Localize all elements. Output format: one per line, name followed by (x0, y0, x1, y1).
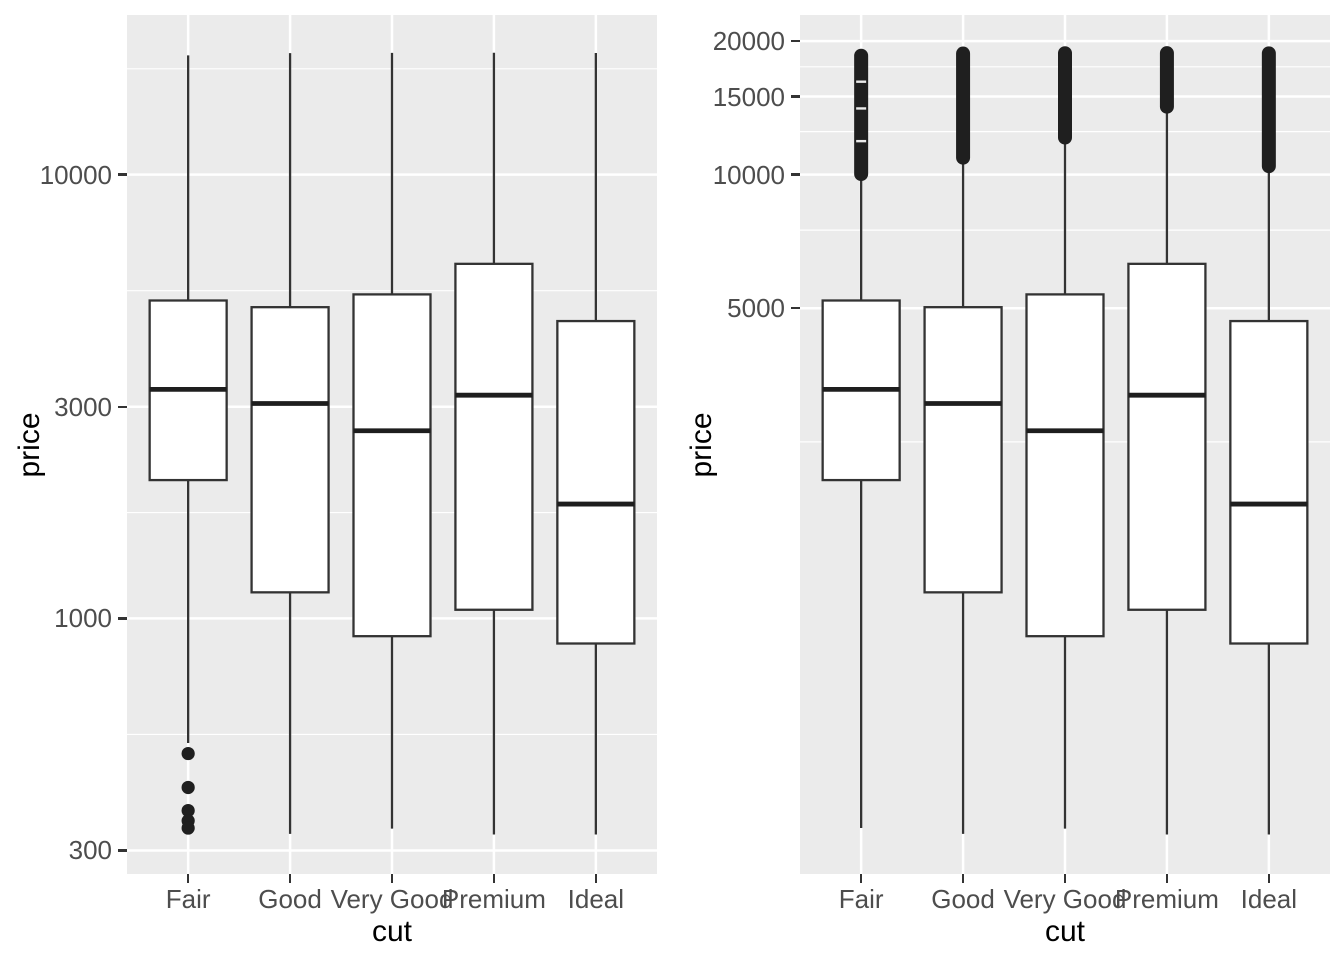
x-category-label-premium: Premium (1114, 884, 1219, 914)
outlier-cluster (1159, 46, 1174, 114)
plot-panel-right (800, 15, 1330, 874)
box (923, 306, 1003, 594)
x-category-label-premium: Premium (441, 884, 546, 914)
plot-panel-left (127, 15, 657, 874)
outlier-cluster-gap (856, 139, 867, 143)
x-tick-mark (390, 874, 394, 883)
y-tick-mark (791, 95, 800, 98)
x-category-label-very-good: Very Good (330, 884, 454, 914)
y-tick-label: 15000 (712, 81, 785, 112)
y-tick-mark (118, 173, 127, 176)
y-tick-mark (791, 173, 800, 176)
y-tick-mark (791, 39, 800, 43)
y-tick-label: 5000 (727, 293, 785, 324)
y-tick-label: 20000 (712, 26, 785, 57)
x-category-label-very-good: Very Good (1003, 884, 1127, 914)
x-axis-title: cut (371, 915, 413, 948)
x-tick-mark (492, 874, 496, 883)
x-tick-mark (859, 874, 863, 883)
outlier-point (181, 780, 195, 795)
box (352, 293, 432, 638)
x-category-label-ideal: Ideal (567, 884, 625, 914)
y-tick-mark (118, 405, 127, 408)
y-tick-label: 1000 (54, 603, 112, 634)
outlier-point (181, 746, 195, 761)
x-tick-mark (961, 874, 965, 883)
x-tick-mark (594, 874, 598, 883)
y-tick-mark (118, 849, 127, 852)
outlier-cluster-gap (856, 80, 867, 83)
box (1025, 293, 1105, 638)
x-tick-mark (1063, 874, 1067, 883)
x-axis-title: cut (1044, 915, 1086, 948)
x-category-label-good: Good (931, 884, 995, 914)
x-tick-mark (288, 874, 292, 883)
y-tick-label: 10000 (712, 159, 785, 190)
box (454, 262, 534, 611)
outlier-point (181, 803, 195, 818)
y-axis-title: price (685, 411, 718, 478)
outlier-cluster (1261, 46, 1276, 174)
x-category-label-fair: Fair (838, 884, 884, 914)
y-tick-label: 3000 (54, 391, 112, 422)
x-category-label-fair: Fair (165, 884, 211, 914)
outlier-point (181, 821, 195, 835)
y-tick-mark (791, 307, 800, 310)
x-tick-mark (186, 874, 190, 883)
outlier-cluster (854, 48, 869, 182)
box (556, 319, 636, 645)
box (1229, 319, 1309, 645)
box (250, 306, 330, 594)
outlier-cluster (1058, 46, 1072, 145)
y-tick-mark (118, 617, 127, 620)
outlier-cluster-gap (856, 107, 867, 110)
x-tick-mark (1165, 874, 1169, 883)
outlier-cluster (956, 46, 971, 165)
y-axis-title: price (13, 411, 46, 478)
x-category-label-ideal: Ideal (1240, 884, 1298, 914)
box (1127, 262, 1207, 611)
x-category-label-good: Good (258, 884, 322, 914)
y-tick-label: 300 (68, 835, 112, 866)
y-tick-label: 10000 (39, 159, 112, 190)
x-tick-mark (1267, 874, 1271, 883)
